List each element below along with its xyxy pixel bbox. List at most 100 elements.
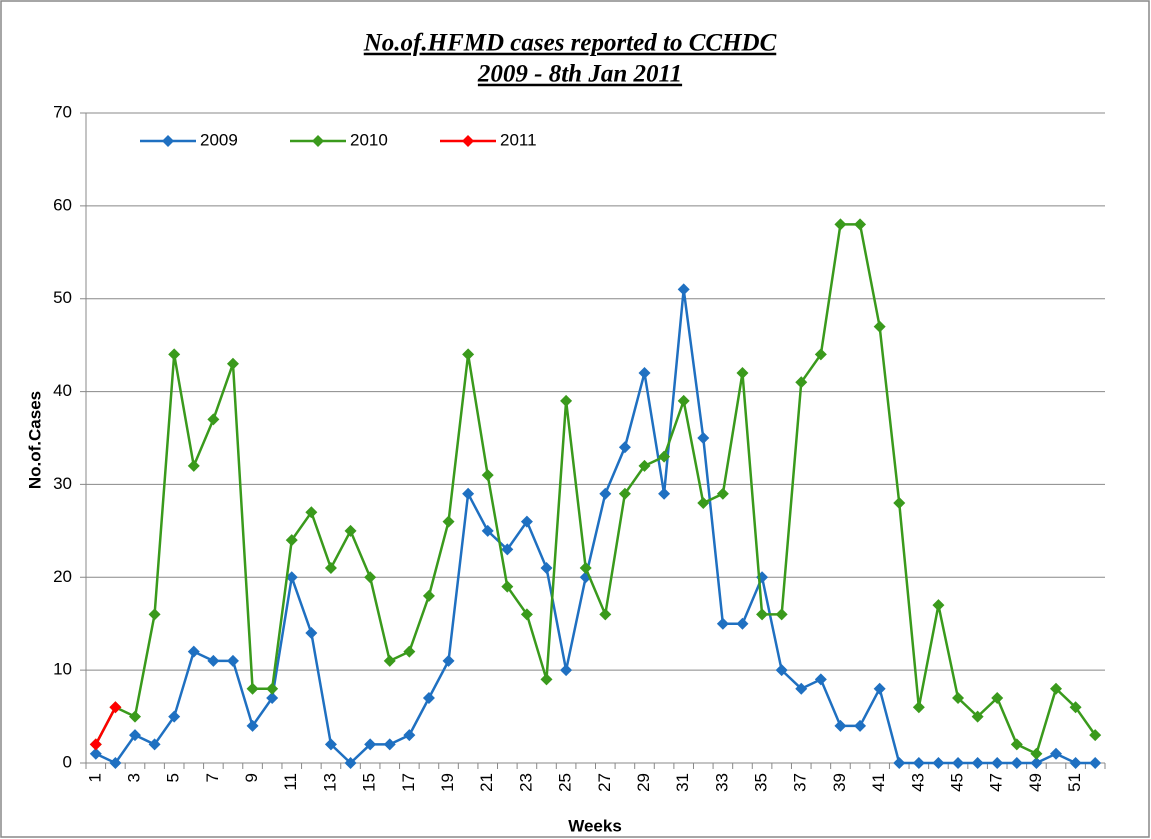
point: [795, 682, 808, 695]
point: [305, 506, 318, 519]
point: [207, 654, 220, 667]
point: [893, 497, 906, 509]
point: [540, 562, 553, 574]
x-tick-label: 39: [830, 773, 849, 792]
point: [168, 710, 181, 723]
x-tick-label: 31: [673, 773, 692, 792]
point: [128, 729, 141, 742]
point: [971, 757, 984, 769]
x-axis-label: Weeks: [568, 816, 622, 835]
point: [560, 394, 573, 407]
point: [285, 534, 298, 547]
x-tick-label: 21: [477, 773, 496, 792]
x-tick-label: 27: [595, 773, 614, 792]
point: [246, 719, 259, 732]
series-line: [95, 289, 1096, 765]
point: [736, 367, 749, 379]
point: [501, 543, 514, 556]
x-tick-label: 45: [948, 773, 967, 792]
x-tick-label: 35: [752, 773, 771, 792]
point: [285, 571, 298, 584]
point: [481, 524, 494, 537]
point: [716, 487, 729, 500]
point: [638, 367, 651, 379]
point: [324, 738, 337, 751]
point: [128, 710, 141, 723]
point: [364, 738, 377, 751]
point: [462, 135, 474, 147]
point: [1030, 747, 1043, 760]
point: [226, 357, 239, 370]
point: [736, 617, 749, 630]
x-tick-label: 41: [869, 773, 888, 792]
point: [226, 654, 239, 667]
point: [109, 701, 122, 714]
point: [266, 682, 279, 695]
y-tick-label: 50: [53, 288, 72, 307]
point: [1069, 757, 1082, 769]
point: [1010, 738, 1023, 751]
point: [658, 487, 671, 500]
point: [442, 515, 455, 528]
point: [383, 654, 396, 667]
y-tick-label: 20: [53, 567, 72, 586]
y-tick-label: 30: [53, 474, 72, 493]
point: [1050, 682, 1063, 695]
point: [207, 413, 220, 426]
point: [442, 654, 455, 667]
chart-title: 2009 - 8th Jan 2011: [477, 61, 682, 88]
point: [148, 608, 161, 621]
point: [775, 664, 788, 677]
point: [481, 469, 494, 482]
point: [716, 617, 729, 630]
point: [991, 692, 1004, 704]
point: [344, 757, 357, 769]
point: [795, 376, 808, 389]
y-tick-label: 70: [53, 102, 72, 121]
x-tick-label: 19: [438, 773, 457, 792]
point: [814, 348, 827, 361]
point: [677, 394, 690, 407]
point: [658, 450, 671, 463]
x-tick-label: 25: [556, 773, 575, 792]
point: [854, 218, 867, 231]
point: [618, 441, 631, 454]
point: [952, 757, 965, 769]
point: [403, 729, 416, 742]
chart-title: No.of.HFMD cases reported to CCHDC: [363, 30, 777, 57]
point: [422, 589, 435, 602]
point: [168, 348, 181, 361]
point: [462, 348, 475, 361]
x-tick-label: 43: [908, 773, 927, 792]
x-tick-label: 47: [987, 773, 1006, 792]
point: [677, 283, 690, 296]
series-line: [94, 223, 1097, 756]
point: [540, 673, 553, 686]
x-tick-label: 49: [1026, 773, 1045, 792]
x-tick-label: 13: [320, 773, 339, 792]
x-tick-label: 37: [791, 773, 810, 792]
point: [312, 135, 324, 147]
x-tick-label: 17: [399, 773, 418, 792]
point: [1050, 747, 1063, 760]
point: [775, 608, 788, 621]
legend-label: 2010: [350, 130, 388, 149]
point: [599, 608, 612, 621]
point: [638, 459, 651, 472]
point: [912, 757, 925, 769]
y-tick-label: 0: [63, 752, 72, 771]
point: [579, 562, 592, 574]
legend-label: 2009: [200, 130, 238, 149]
x-tick-label: 29: [634, 773, 653, 792]
point: [383, 738, 396, 751]
point: [305, 627, 318, 639]
point: [834, 719, 847, 732]
x-tick-label: 11: [281, 773, 300, 791]
point: [932, 757, 945, 769]
y-tick-label: 10: [53, 660, 72, 679]
point: [266, 692, 279, 704]
point: [89, 738, 102, 751]
point: [971, 710, 984, 723]
point: [697, 497, 710, 509]
